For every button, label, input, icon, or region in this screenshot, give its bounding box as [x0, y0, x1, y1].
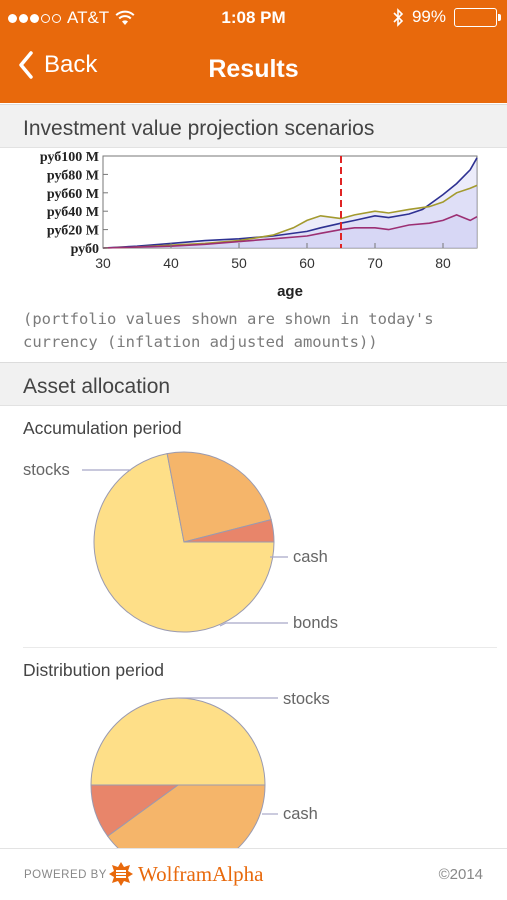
brand-name: WolframAlpha: [138, 861, 264, 886]
x-tick-label: 50: [231, 255, 247, 271]
page-title: Results: [208, 55, 299, 83]
y-tick-label: руб20 M: [47, 224, 99, 239]
y-tick-label: руб60 M: [47, 187, 99, 202]
back-button[interactable]: Back: [18, 51, 97, 79]
series-area-1: [103, 157, 477, 248]
distribution-stocks-label: stocks: [283, 690, 330, 708]
copyright: ©2014: [438, 866, 483, 883]
y-tick-label: руб80 M: [47, 168, 99, 183]
pie-slice-stocks: [93, 453, 275, 633]
pie-slice-bonds: [166, 451, 272, 543]
x-tick-label: 60: [299, 255, 315, 271]
x-axis-label: age: [277, 283, 303, 300]
wolfram-star-icon: [109, 862, 133, 886]
wolfram-alpha-logo[interactable]: WolframAlpha: [108, 861, 263, 887]
battery-icon: [454, 7, 501, 27]
y-tick-label: руб0: [71, 242, 99, 257]
distribution-period-title: Distribution period: [23, 660, 165, 680]
status-right: 99%: [392, 7, 501, 27]
distribution-cash-label: cash: [283, 805, 318, 823]
chevron-left-icon: [19, 51, 33, 79]
x-tick-label: 40: [163, 255, 179, 271]
x-tick-label: 30: [95, 255, 111, 271]
series-area-3: [103, 214, 477, 248]
series-line-2: [102, 184, 478, 249]
status-time: 1:08 PM: [221, 8, 286, 27]
signal-dots-icon: [8, 13, 61, 23]
period-divider: [23, 647, 497, 648]
status-bar: AT&T 1:08 PM 99%: [0, 0, 507, 36]
pie-slice-cash: [90, 784, 180, 837]
projection-chart: руб0 руб20 M руб40 M руб60 M руб80 M руб100 M…: [40, 150, 478, 300]
top-bar: AT&T 1:08 PM 99% Back Results: [0, 0, 507, 103]
projection-note: (portfolio values shown are shown in tod…: [23, 310, 434, 351]
accumulation-period-title: Accumulation period: [23, 418, 182, 438]
projection-section-header: Investment value projection scenarios: [0, 104, 507, 148]
pie-slice-stocks: [90, 697, 266, 786]
accumulation-bonds-label: bonds: [293, 614, 338, 632]
x-tick-label: 80: [435, 255, 451, 271]
footer: POWERED BY WolframAlpha ©2014: [0, 848, 507, 900]
y-tick-label: руб100 M: [40, 150, 99, 165]
carrier-label: AT&T: [67, 8, 110, 27]
status-left: AT&T: [8, 8, 135, 28]
accumulation-pie-chart: [82, 451, 288, 633]
bluetooth-icon: [393, 7, 404, 27]
distribution-pie-chart: [90, 697, 278, 850]
pie-slice-bonds: [106, 784, 266, 850]
plot-frame: [102, 155, 478, 249]
accumulation-cash-label: cash: [293, 548, 328, 566]
pie-leader-lines: [178, 697, 278, 815]
pie-leader-lines: [82, 469, 288, 627]
series-line-3: [102, 214, 478, 249]
navigation-bar: Back Results: [0, 36, 507, 103]
back-label: Back: [44, 51, 98, 78]
x-tick-label: 70: [367, 255, 383, 271]
series-area-2: [103, 185, 477, 248]
series-line-1: [102, 157, 478, 249]
y-tick-label: руб40 M: [47, 205, 99, 220]
wifi-icon: [115, 10, 135, 25]
pie-slice-cash: [183, 519, 275, 543]
powered-by-label: POWERED BY: [24, 869, 107, 881]
accumulation-stocks-label: stocks: [23, 461, 70, 479]
allocation-section-header: Asset allocation: [0, 362, 507, 406]
battery-percent: 99%: [411, 7, 446, 26]
